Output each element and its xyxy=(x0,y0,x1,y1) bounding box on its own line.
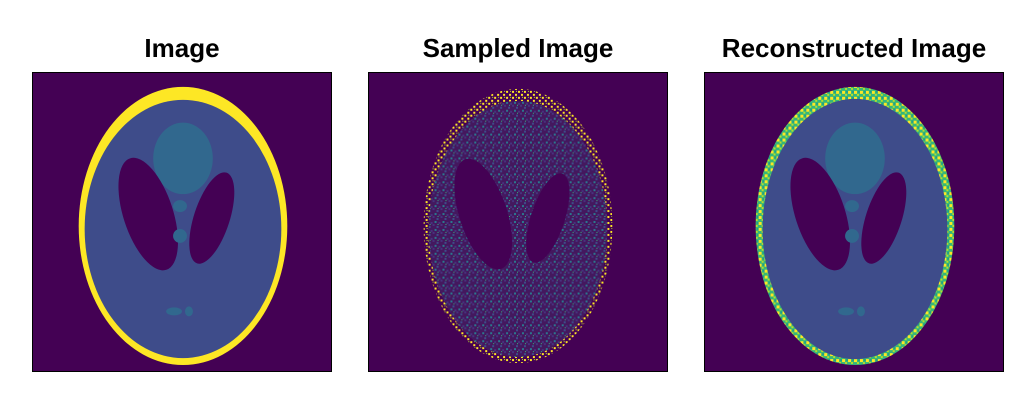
panel-title-sampled-image: Sampled Image xyxy=(422,33,614,63)
sampled-image-panel xyxy=(368,72,668,372)
reconstructed-image-panel xyxy=(704,72,1004,372)
image-panel xyxy=(32,72,332,372)
panel-title-reconstructed-image: Reconstructed Image xyxy=(721,33,987,63)
sampled-image xyxy=(369,73,667,371)
reconstructed-image xyxy=(705,73,1003,371)
phantom-image xyxy=(33,73,331,371)
panel-title-image: Image xyxy=(144,33,220,63)
